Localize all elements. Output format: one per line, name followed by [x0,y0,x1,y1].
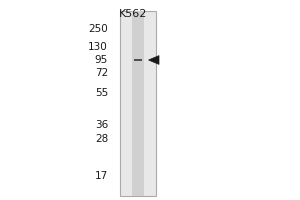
Text: 28: 28 [95,134,108,144]
Bar [120,11,156,196]
Bar [132,11,144,196]
Text: 95: 95 [95,55,108,65]
Bar [134,59,142,61]
Text: 17: 17 [95,171,108,181]
Text: 130: 130 [88,42,108,52]
Text: 55: 55 [95,88,108,98]
Polygon shape [148,56,159,64]
Text: 250: 250 [88,24,108,34]
Text: K562: K562 [119,9,148,19]
Text: 36: 36 [95,120,108,130]
Text: 72: 72 [95,68,108,78]
